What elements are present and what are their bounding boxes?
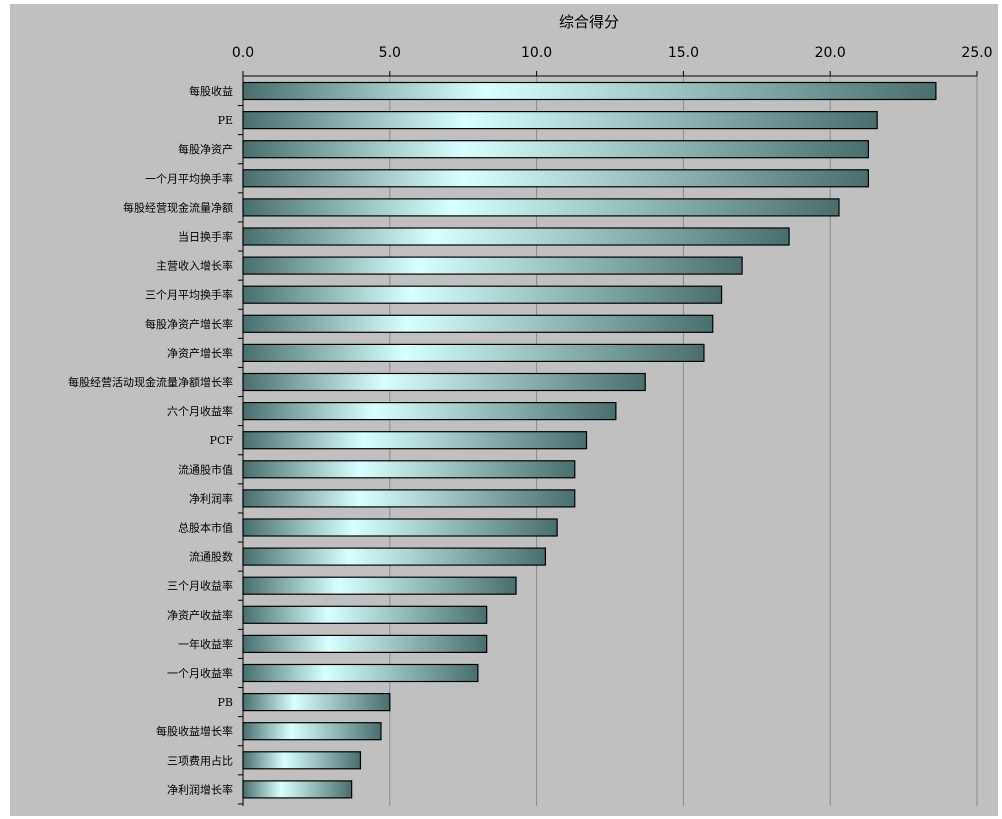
category-label: 每股经营现金流量净额 <box>123 200 233 214</box>
x-tick-labels: 0.0 5.0 10.0 15.0 20.0 25.0 <box>232 45 993 61</box>
category-label: 一个月平均换手率 <box>145 171 233 185</box>
category-label: PE <box>218 114 233 127</box>
category-label: 流通股市值 <box>178 462 233 476</box>
bar <box>242 692 391 712</box>
category-label: PCF <box>210 434 234 447</box>
category-label: 净利润率 <box>189 491 233 505</box>
x-tick-label: 0.0 <box>232 45 254 61</box>
bar <box>242 663 479 683</box>
category-label: 三项费用占比 <box>167 753 233 767</box>
category-label: 一年收益率 <box>178 637 233 651</box>
bar <box>242 372 646 392</box>
bar <box>242 780 353 799</box>
category-label: 净资产增长率 <box>167 346 233 360</box>
x-tick-label: 5.0 <box>379 45 401 61</box>
category-label: 每股净资产 <box>178 142 233 156</box>
bar <box>242 431 588 450</box>
category-label: 当日换手率 <box>178 230 233 244</box>
category-label: 主营收入增长率 <box>156 259 233 273</box>
bar <box>242 402 617 421</box>
bar <box>242 227 790 246</box>
category-label: 每股净资产增长率 <box>145 317 233 331</box>
bar <box>242 169 869 188</box>
bar <box>242 140 869 159</box>
bar <box>242 634 488 654</box>
bar <box>242 198 840 217</box>
bar <box>242 460 576 479</box>
bar <box>242 518 558 537</box>
bar <box>242 576 517 595</box>
category-label: 每股收益 <box>189 84 233 98</box>
category-label: 流通股数 <box>189 550 233 564</box>
bar <box>242 547 547 566</box>
category-labels: 每股收益 PE 每股净资产一个月平均换手率每股经营现金流量净额当日换手率主营收入增长… <box>68 84 233 796</box>
bar <box>242 110 878 130</box>
bar <box>242 751 362 770</box>
category-label: 一个月收益率 <box>167 666 233 680</box>
x-tick-label: 10.0 <box>521 45 552 61</box>
category-label: 净利润增长率 <box>167 782 233 796</box>
bar <box>242 81 937 101</box>
category-label: 每股收益增长率 <box>156 724 233 738</box>
category-label: 三个月平均换手率 <box>145 288 233 302</box>
bar <box>242 605 488 624</box>
x-axis-title: 综合得分 <box>559 13 619 31</box>
category-label: 每股经营活动现金流量净额增长率 <box>68 375 233 389</box>
bar <box>242 343 705 362</box>
bar <box>242 489 576 508</box>
bar <box>242 314 714 333</box>
x-tick-label: 15.0 <box>668 45 699 61</box>
bar <box>242 722 382 741</box>
bar <box>242 256 743 275</box>
category-label: PB <box>218 696 234 709</box>
category-label: 总股本市值 <box>178 521 233 535</box>
bar <box>242 285 723 304</box>
x-tick-label: 20.0 <box>815 45 846 61</box>
bars <box>242 81 937 799</box>
category-label: 六个月收益率 <box>167 404 233 418</box>
category-label: 净资产收益率 <box>167 608 233 622</box>
category-label: 三个月收益率 <box>167 579 233 593</box>
x-tick-label: 25.0 <box>961 45 992 61</box>
